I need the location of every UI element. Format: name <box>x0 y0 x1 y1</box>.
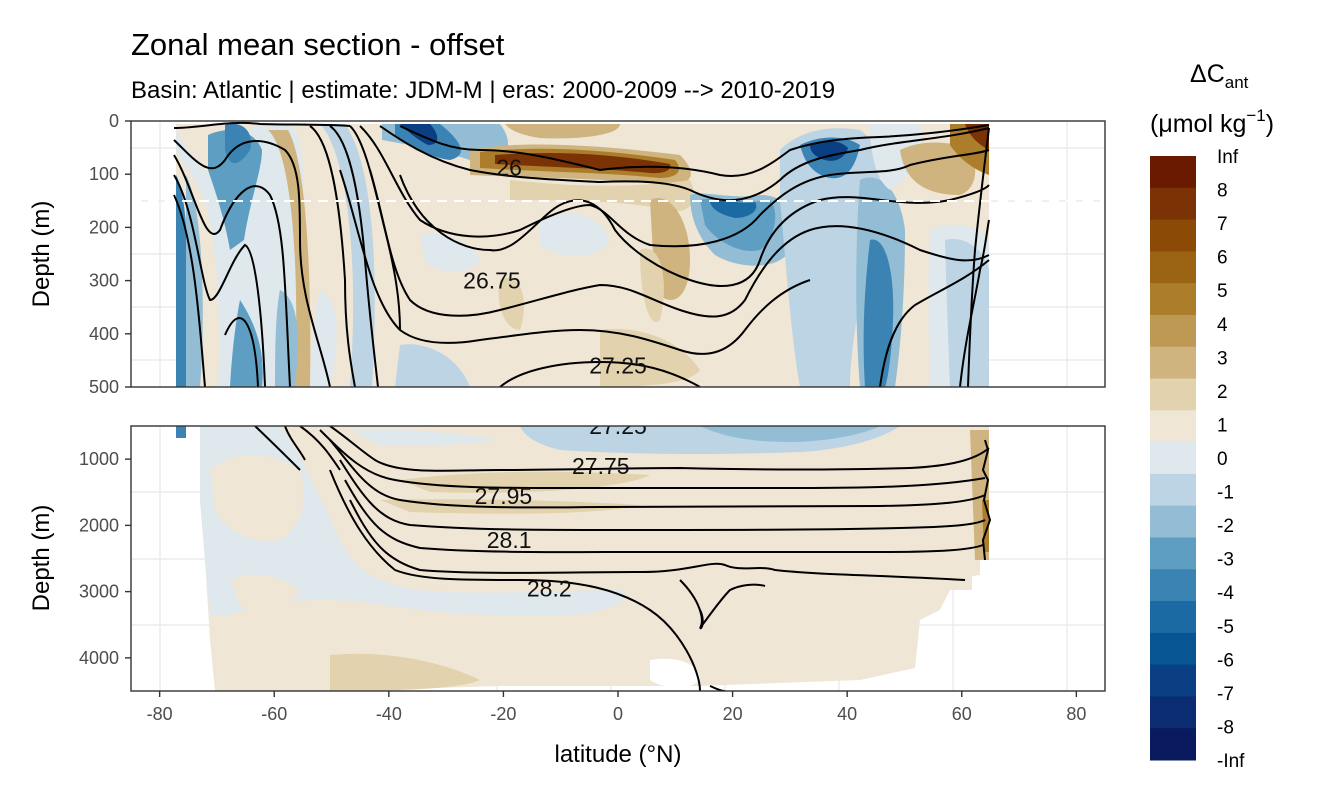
legend-label: -Inf <box>1217 751 1245 772</box>
legend-label: 7 <box>1217 214 1228 235</box>
contour-label: 27.25 <box>589 413 647 439</box>
contour-label: 28.2 <box>527 575 572 601</box>
legend-label: -6 <box>1217 650 1234 671</box>
legend-label: 8 <box>1217 181 1228 202</box>
y-tick-label: 1000 <box>79 449 119 469</box>
legend-label: -8 <box>1217 717 1234 738</box>
legend-labels: Inf 8 7 6 5 4 3 2 1 0 -1 -2 -3 -4 -5 -6 -7 -8 -Inf <box>1217 147 1245 772</box>
legend-swatch <box>1150 378 1196 411</box>
top-isopycnal-lines <box>173 121 990 387</box>
contour-label: 27.25 <box>589 353 647 379</box>
bottom-panel: 27.25 27.75 27.95 28.1 28.2 1000 2000 3000 4000… <box>28 413 1106 692</box>
top-panel-fill: 26 26.75 27.25 <box>131 121 1105 387</box>
contour-label: 27.75 <box>572 453 630 479</box>
contour-label: 26.75 <box>463 268 521 294</box>
legend-label: 5 <box>1217 281 1228 302</box>
x-tick-label: 20 <box>723 704 743 724</box>
top-y-axis: 0 100 200 300 400 500 <box>89 111 131 397</box>
legend-swatch <box>1150 219 1196 252</box>
y-tick-label: 200 <box>89 217 119 237</box>
top-panel-border <box>130 120 1106 388</box>
legend-swatch <box>1150 601 1196 634</box>
legend-swatch <box>1150 314 1196 348</box>
legend-label: 2 <box>1217 382 1228 403</box>
legend-swatch <box>1150 664 1196 697</box>
legend-label: 1 <box>1217 415 1228 436</box>
chart-title: Zonal mean section - offset <box>131 27 505 62</box>
legend-swatch <box>1150 410 1196 443</box>
top-panel: 26 26.75 27.25 0 100 200 300 400 500 Depth (m) <box>28 111 1106 397</box>
legend-label: 6 <box>1217 248 1228 269</box>
x-tick-label: 80 <box>1066 704 1086 724</box>
legend-swatch <box>1150 505 1196 538</box>
x-tick-label: -40 <box>376 704 402 724</box>
legend-swatch <box>1150 283 1196 316</box>
legend-label: -4 <box>1217 583 1234 604</box>
legend-unit: (μmol kg−1) <box>1150 106 1274 138</box>
legend-label: -7 <box>1217 684 1234 705</box>
y-tick-label: 4000 <box>79 648 119 668</box>
legend-swatch <box>1150 346 1196 380</box>
legend-swatch <box>1150 187 1196 221</box>
bottom-isopycnal-lines <box>254 426 992 691</box>
legend-label: 0 <box>1217 449 1228 470</box>
legend-label: -1 <box>1217 483 1234 504</box>
legend-swatch <box>1150 632 1196 666</box>
top-y-axis-label: Depth (m) <box>28 201 55 308</box>
legend-swatch <box>1150 156 1196 189</box>
legend-swatch <box>1150 728 1196 761</box>
legend-swatch <box>1150 537 1196 570</box>
y-tick-label: 300 <box>89 271 119 291</box>
y-tick-label: 500 <box>89 377 119 397</box>
chart-subtitle: Basin: Atlantic | estimate: JDM-M | eras… <box>131 77 835 104</box>
contour-label: 26 <box>496 154 522 180</box>
legend-label: -2 <box>1217 516 1234 537</box>
colorbar-legend: ΔCant (μmol kg−1) Inf 8 7 6 5 4 3 2 1 0 -1 -2 -3 -4 -5… <box>1150 60 1274 772</box>
y-tick-label: 3000 <box>79 582 119 602</box>
bottom-y-axis-label: Depth (m) <box>28 505 55 612</box>
y-tick-label: 400 <box>89 324 119 344</box>
legend-swatch <box>1150 251 1196 284</box>
contour-label: 28.1 <box>487 527 532 553</box>
x-tick-label: -60 <box>261 704 287 724</box>
legend-swatch <box>1150 442 1196 475</box>
x-tick-label: -20 <box>490 704 516 724</box>
x-tick-label: 60 <box>952 704 972 724</box>
bottom-panel-fill: 27.25 27.75 27.95 28.1 28.2 <box>176 413 992 691</box>
contour-label: 27.95 <box>475 483 533 509</box>
legend-title: ΔCant <box>1190 60 1249 92</box>
x-tick-label: 0 <box>613 704 623 724</box>
legend-label: Inf <box>1217 147 1239 168</box>
x-axis-label: latitude (°N) <box>555 741 682 768</box>
bottom-y-axis: 1000 2000 3000 4000 <box>79 449 131 668</box>
x-tick-label: 40 <box>837 704 857 724</box>
y-tick-label: 100 <box>89 164 119 184</box>
legend-label: 4 <box>1217 315 1228 336</box>
legend-label: -3 <box>1217 550 1234 571</box>
legend-swatches <box>1150 156 1196 761</box>
y-tick-label: 2000 <box>79 515 119 535</box>
legend-label: 3 <box>1217 348 1228 369</box>
top-contour-labels: 26 26.75 27.25 <box>463 154 647 378</box>
legend-swatch <box>1150 473 1196 507</box>
x-axis: -80 -60 -40 -20 0 20 40 60 80 <box>147 691 1086 724</box>
x-tick-label: -80 <box>147 704 173 724</box>
legend-label: -5 <box>1217 617 1234 638</box>
y-tick-label: 0 <box>109 111 119 131</box>
bottom-contour-labels: 27.25 27.75 27.95 28.1 28.2 <box>475 413 647 601</box>
legend-swatch <box>1150 696 1196 729</box>
legend-swatch <box>1150 569 1196 602</box>
